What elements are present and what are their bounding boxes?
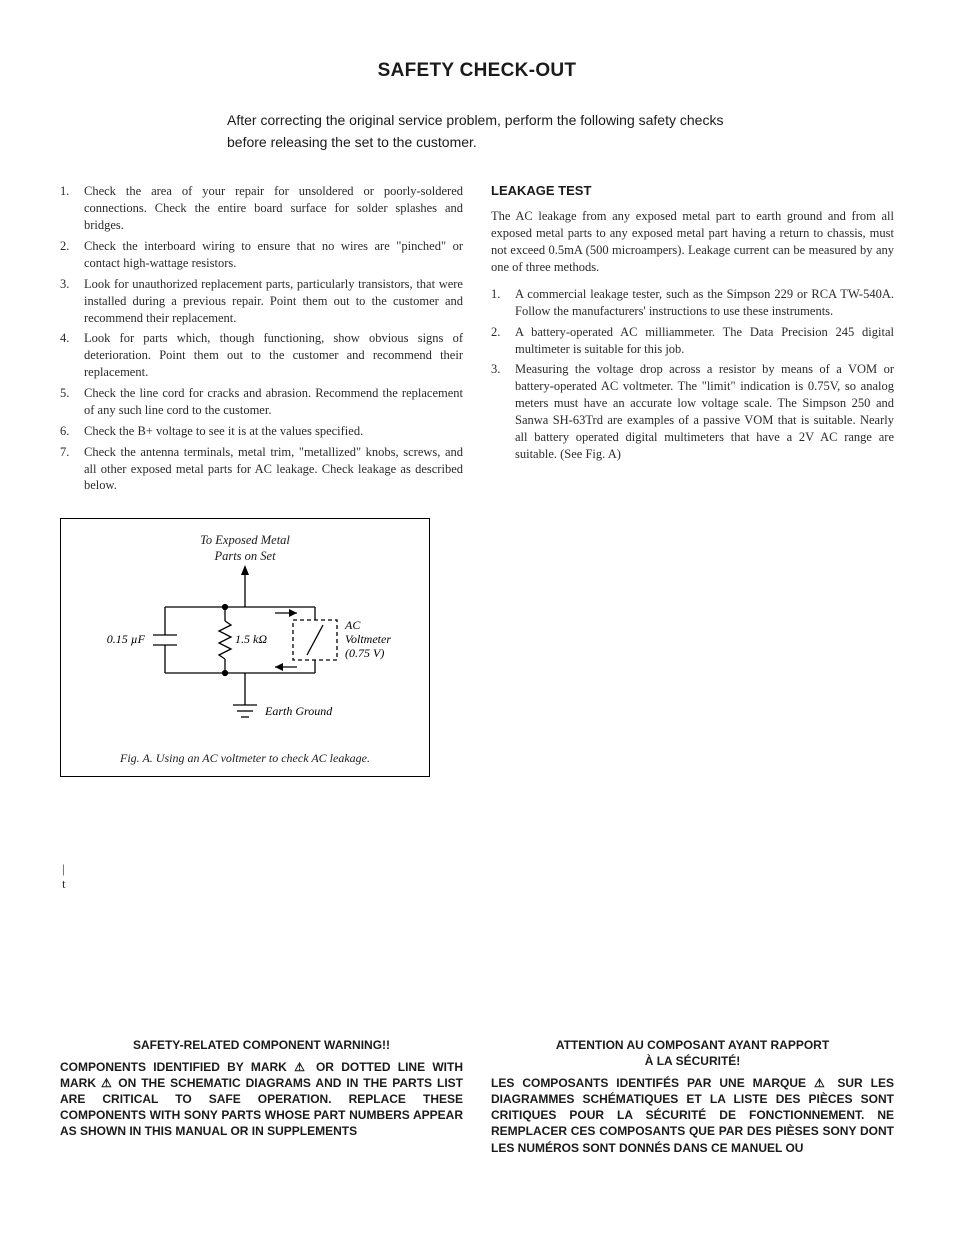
meter-label-line1: AC	[344, 618, 361, 632]
left-column: 1.Check the area of your repair for unso…	[60, 183, 463, 776]
list-text: Check the interboard wiring to ensure th…	[84, 238, 463, 272]
right-column: LEAKAGE TEST The AC leakage from any exp…	[491, 183, 894, 466]
main-columns: 1.Check the area of your repair for unso…	[60, 183, 894, 776]
list-number: 1.	[60, 183, 84, 234]
warning-en-head: SAFETY-RELATED COMPONENT WARNING!!	[60, 1037, 463, 1053]
list-number: 5.	[60, 385, 84, 419]
leakage-heading: LEAKAGE TEST	[491, 183, 894, 198]
list-item: 2.A battery-operated AC milliammeter. Th…	[491, 324, 894, 358]
figure-top-label: To Exposed Metal Parts on Set	[75, 533, 415, 564]
list-number: 2.	[491, 324, 515, 358]
list-text: Check the area of your repair for unsold…	[84, 183, 463, 234]
warning-en-body: COMPONENTS IDENTIFIED BY MARK ⚠ OR DOTTE…	[60, 1059, 463, 1140]
warning-fr-head-line2: À LA SÉCURITÉ!	[645, 1054, 741, 1068]
list-number: 4.	[60, 330, 84, 381]
leakage-method-list: 1.A commercial leakage tester, such as t…	[491, 286, 894, 463]
meter-label-line3: (0.75 V)	[345, 646, 384, 660]
figure-caption: Fig. A. Using an AC voltmeter to check A…	[75, 751, 415, 766]
leakage-intro: The AC leakage from any exposed metal pa…	[491, 208, 894, 276]
list-number: 2.	[60, 238, 84, 272]
list-item: 1.Check the area of your repair for unso…	[60, 183, 463, 234]
intro-paragraph: After correcting the original service pr…	[227, 110, 727, 153]
ground-label: Earth Ground	[264, 704, 333, 718]
list-item: 4.Look for parts which, though functioni…	[60, 330, 463, 381]
figure-top-label-line2: Parts on Set	[214, 549, 275, 563]
list-item: 3.Look for unauthorized replacement part…	[60, 276, 463, 327]
list-number: 3.	[491, 361, 515, 462]
safety-check-list: 1.Check the area of your repair for unso…	[60, 183, 463, 494]
list-number: 6.	[60, 423, 84, 440]
warning-fr-head-line1: ATTENTION AU COMPOSANT AYANT RAPPORT	[556, 1038, 829, 1052]
list-item: 1.A commercial leakage tester, such as t…	[491, 286, 894, 320]
warning-fr-head: ATTENTION AU COMPOSANT AYANT RAPPORT À L…	[491, 1037, 894, 1069]
circuit-diagram: 0.15 µF 1.5 kΩ AC Voltmeter (0.75 V) Ear…	[75, 565, 415, 745]
list-text: Check the line cord for cracks and abras…	[84, 385, 463, 419]
capacitor-label: 0.15 µF	[107, 632, 146, 646]
list-text: Check the B+ voltage to see it is at the…	[84, 423, 463, 440]
document-page: SAFETY CHECK-OUT After correcting the or…	[0, 0, 954, 1176]
resistor-label: 1.5 kΩ	[235, 632, 267, 646]
list-number: 3.	[60, 276, 84, 327]
list-text: Check the antenna terminals, metal trim,…	[84, 444, 463, 495]
list-item: 5.Check the line cord for cracks and abr…	[60, 385, 463, 419]
list-number: 7.	[60, 444, 84, 495]
figure-a: To Exposed Metal Parts on Set	[60, 518, 430, 776]
list-text: Measuring the voltage drop across a resi…	[515, 361, 894, 462]
list-item: 3.Measuring the voltage drop across a re…	[491, 361, 894, 462]
list-text: A battery-operated AC milliammeter. The …	[515, 324, 894, 358]
page-title: SAFETY CHECK-OUT	[60, 60, 894, 82]
list-item: 6.Check the B+ voltage to see it is at t…	[60, 423, 463, 440]
list-text: A commercial leakage tester, such as the…	[515, 286, 894, 320]
list-text: Look for parts which, though functioning…	[84, 330, 463, 381]
safety-warnings: SAFETY-RELATED COMPONENT WARNING!! COMPO…	[60, 1037, 894, 1156]
list-number: 1.	[491, 286, 515, 320]
list-item: 2.Check the interboard wiring to ensure …	[60, 238, 463, 272]
stray-marks: | t	[62, 862, 66, 892]
warning-french: ATTENTION AU COMPOSANT AYANT RAPPORT À L…	[491, 1037, 894, 1156]
meter-label-line2: Voltmeter	[345, 632, 391, 646]
warning-fr-body: LES COMPOSANTS IDENTIFÉS PAR UNE MARQUE …	[491, 1075, 894, 1156]
list-item: 7.Check the antenna terminals, metal tri…	[60, 444, 463, 495]
figure-top-label-line1: To Exposed Metal	[200, 533, 290, 547]
list-text: Look for unauthorized replacement parts,…	[84, 276, 463, 327]
warning-english: SAFETY-RELATED COMPONENT WARNING!! COMPO…	[60, 1037, 463, 1156]
